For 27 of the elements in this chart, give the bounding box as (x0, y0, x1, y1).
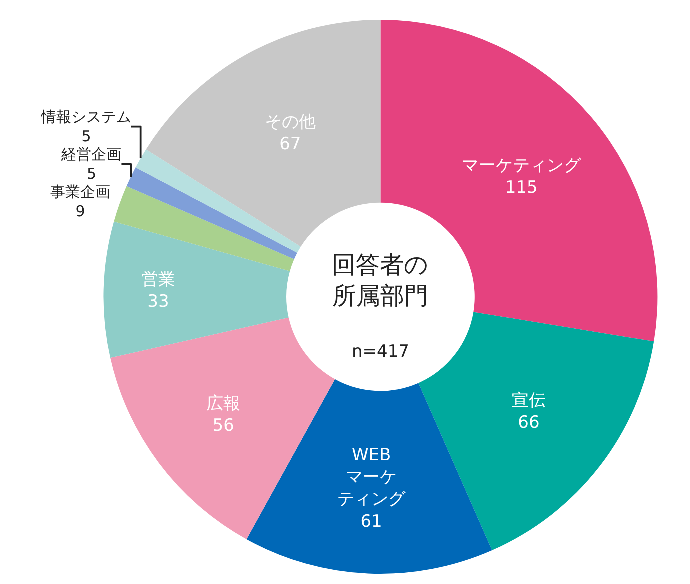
slice-label: 営業 (141, 270, 176, 290)
donut-slice (104, 222, 290, 358)
slice-label: 情報システム (40, 108, 132, 126)
donut-slice (246, 379, 492, 574)
data-label: 5 (82, 128, 92, 146)
text: 回答者の所属部門 (332, 251, 429, 310)
donut-slice (110, 318, 336, 540)
slice-label: 広報 (206, 394, 241, 414)
donut-slice (146, 20, 381, 247)
slice-label: 宣伝 (512, 390, 546, 411)
donut-slice (418, 312, 654, 551)
data-label: 5 (86, 165, 96, 184)
data-label: 61 (360, 512, 382, 532)
slice-label: マーケティング (462, 156, 582, 176)
donut-slice (136, 150, 301, 254)
text: n=417 (352, 342, 410, 362)
slice-label: 事業企画 (50, 183, 110, 202)
donut-slice (380, 20, 658, 342)
slice-label: WEBマーケティング (338, 446, 407, 510)
data-label: 9 (76, 202, 86, 221)
donut-slice (114, 186, 294, 272)
slice-label: 経営企画 (60, 146, 122, 164)
donut-slice (126, 168, 298, 260)
data-label: 66 (518, 412, 540, 433)
data-label: 56 (212, 416, 234, 436)
data-label: 115 (505, 178, 538, 198)
data-label: 33 (148, 292, 170, 312)
